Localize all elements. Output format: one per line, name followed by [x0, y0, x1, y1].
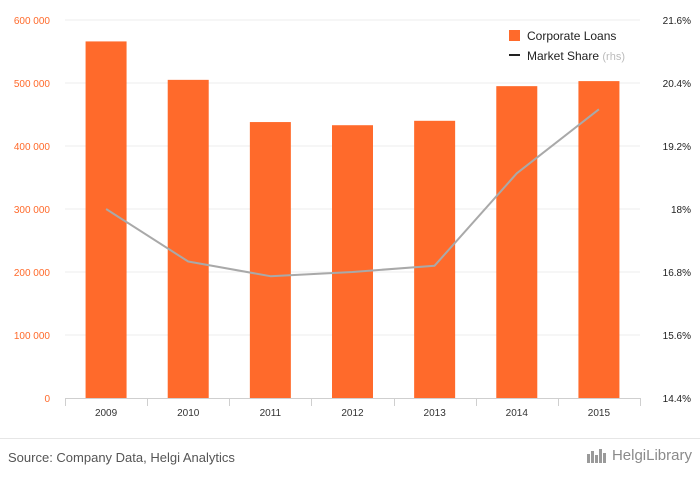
right-axis-tick-label: 14.4% [663, 394, 691, 405]
left-axis-tick-label: 0 [44, 394, 50, 405]
bar-2009 [85, 41, 127, 399]
bar-2015 [578, 81, 620, 399]
bar-2010 [167, 79, 209, 398]
market-share-line [105, 108, 600, 278]
left-axis-tick-label: 200 000 [14, 268, 51, 279]
bar-2011 [249, 122, 291, 398]
bar-2013 [414, 120, 456, 399]
legend-label-corporate-loans: Corporate Loans [527, 29, 616, 43]
legend-market-share-suffix: (rhs) [602, 51, 625, 63]
bars [85, 41, 620, 399]
market-share-series [105, 108, 600, 278]
axes: 0 100 000 200 000 300 000 400 000 500 000 600 … [14, 16, 691, 419]
x-axis-tick-label: 2010 [177, 408, 200, 419]
right-axis-tick-label: 19.2% [663, 142, 691, 153]
left-axis-tick-label: 500 000 [14, 79, 51, 90]
brand: HelgiLibrary [586, 446, 692, 464]
left-axis-tick-label: 100 000 [14, 331, 51, 342]
footer-divider [0, 438, 700, 439]
right-axis-tick-label: 18% [671, 205, 691, 216]
right-axis-tick-label: 21.6% [663, 16, 691, 27]
legend-label-market-share: Market Share (rhs) [527, 49, 625, 63]
right-axis-tick-label: 15.6% [663, 331, 691, 342]
right-axis-tick-label: 16.8% [663, 268, 691, 279]
helgi-library-logo-icon [586, 449, 606, 463]
x-axis-tick-label: 2015 [588, 408, 611, 419]
left-axis-tick-label: 600 000 [14, 16, 51, 27]
chart: 0 100 000 200 000 300 000 400 000 500 000 600 … [14, 16, 691, 419]
brand-name: HelgiLibrary [611, 446, 692, 464]
legend-swatch-corporate-loans [509, 30, 520, 41]
x-axis-tick-label: 2012 [341, 408, 364, 419]
x-axis-tick-label: 2011 [260, 408, 282, 419]
left-axis-tick-label: 300 000 [14, 205, 51, 216]
x-axis-tick-label: 2013 [424, 408, 447, 419]
legend: Corporate Loans Market Share (rhs) [509, 29, 625, 63]
x-axis-tick-label: 2009 [95, 408, 118, 419]
bar-2014 [496, 86, 538, 399]
right-axis-tick-label: 20.4% [663, 79, 691, 90]
x-axis-tick-label: 2014 [506, 408, 529, 419]
source-note: Source: Company Data, Helgi Analytics [8, 450, 235, 465]
bar-2012 [332, 125, 373, 399]
legend-market-share-name: Market Share [527, 49, 599, 63]
left-axis-tick-label: 400 000 [14, 142, 51, 153]
